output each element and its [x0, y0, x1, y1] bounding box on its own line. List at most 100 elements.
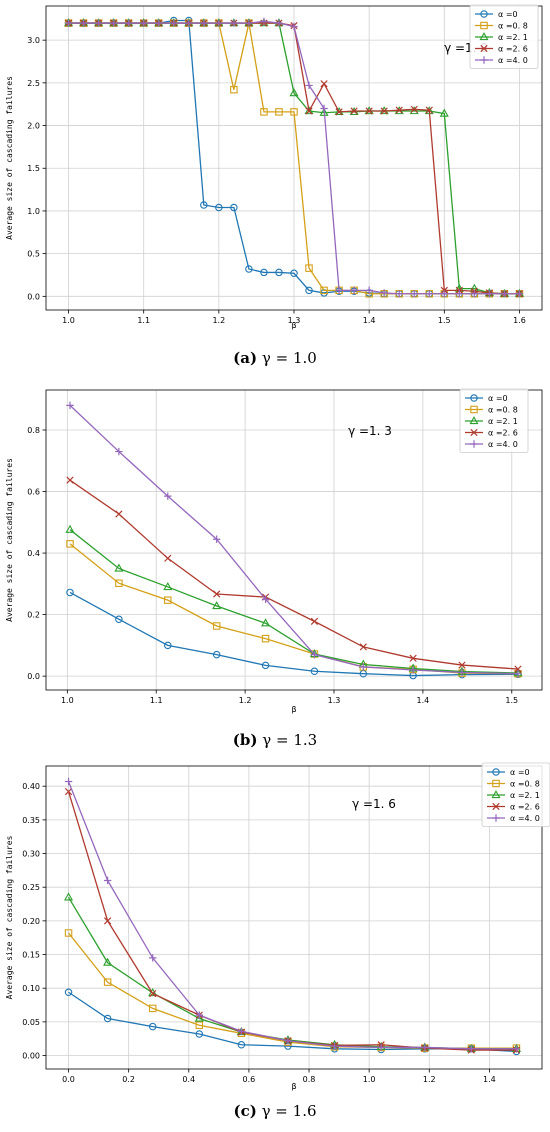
data-point — [290, 108, 298, 116]
data-point — [66, 588, 74, 597]
data-point — [365, 107, 373, 115]
data-point — [139, 19, 148, 27]
data-point — [66, 476, 74, 484]
data-point — [260, 108, 268, 116]
data-point — [200, 201, 208, 209]
data-point — [290, 269, 298, 278]
y-tick-label: 0.05 — [22, 1018, 40, 1027]
data-point — [237, 1027, 246, 1035]
caption-c-text: γ = 1.6 — [261, 1102, 317, 1120]
data-point — [64, 787, 73, 796]
x-tick-label: 1.4 — [363, 316, 376, 325]
data-point — [164, 492, 172, 500]
data-point — [284, 1037, 292, 1045]
grid — [46, 766, 542, 1069]
legend-marker — [470, 405, 478, 414]
x-tick-label: 1.5 — [505, 696, 518, 705]
chart-gamma-1-6: 0.0 0.2 0.4 0.6 0.8 1.0 1.2 1.4 0.00 0.05 0.10 0.15… — [5, 762, 550, 1091]
series-0 — [66, 588, 522, 680]
y-tick-label: 0.15 — [22, 951, 40, 960]
caption-c: (c) γ = 1.6 — [0, 1102, 550, 1120]
data-point — [350, 286, 358, 295]
legend-item: α =2. 6 — [487, 803, 540, 812]
data-point — [212, 535, 221, 543]
data-point — [515, 290, 524, 298]
data-point — [335, 286, 343, 295]
data-point — [305, 286, 313, 295]
legend: α =0 α =0. 8 α =2. 1 α =2. 6 α =4. 0 — [481, 762, 550, 827]
x-tick-label: 1.1 — [150, 696, 163, 705]
data-point — [305, 107, 313, 115]
series-line — [68, 932, 517, 1049]
legend-label: α =0 — [510, 768, 530, 777]
data-point — [275, 268, 283, 277]
x-tick-label: 0.2 — [122, 1075, 135, 1084]
legend-label: α =2. 6 — [498, 45, 528, 54]
legend-label: α =4. 0 — [498, 56, 528, 65]
legend-item: α =2. 1 — [487, 790, 540, 800]
x-tick-label: 1.5 — [438, 316, 451, 325]
data-point — [289, 88, 299, 97]
data-point — [115, 510, 123, 518]
data-point — [320, 286, 328, 295]
y-tick-label: 0.6 — [27, 488, 40, 497]
legend-item: α =4. 0 — [465, 440, 518, 449]
legend-marker — [470, 428, 478, 437]
gamma-annotation: γ =1. 3 — [348, 424, 392, 438]
data-point — [212, 601, 222, 610]
legend-marker — [492, 814, 500, 822]
tick-labels: 1.0 1.1 1.2 1.3 1.4 1.5 1.6 0.0 0.5 1.0 1.5 2.0 2.5 3… — [27, 36, 526, 325]
data-point — [170, 19, 178, 27]
data-point — [195, 1011, 204, 1019]
legend-item: α =2. 6 — [475, 45, 528, 54]
y-tick-label: 0.2 — [27, 611, 40, 620]
y-tick-label: 0.00 — [22, 1052, 40, 1061]
data-point — [425, 290, 433, 298]
data-point — [455, 290, 464, 298]
data-point — [458, 661, 466, 669]
data-point — [275, 19, 283, 27]
data-point — [467, 1045, 476, 1053]
legend-item: α =0. 8 — [475, 22, 528, 31]
legend-label: α =4. 0 — [488, 440, 518, 449]
data-point — [350, 107, 358, 115]
data-point — [149, 954, 157, 962]
plot-frame — [45, 765, 543, 1070]
x-tick-label: 1.4 — [483, 1075, 496, 1084]
x-tick-label: 1.3 — [328, 696, 341, 705]
data-point — [261, 634, 270, 643]
legend-marker — [469, 416, 479, 425]
data-point — [79, 19, 88, 27]
series-line — [69, 404, 519, 675]
gamma-annotation: γ =1. 6 — [352, 797, 396, 811]
data-point — [237, 1041, 246, 1049]
x-tick-label: 1.2 — [423, 1075, 436, 1084]
legend-item: α =0 — [487, 768, 530, 777]
data-point — [200, 19, 208, 27]
data-point — [310, 650, 319, 659]
data-point — [514, 669, 522, 678]
data-point — [260, 17, 268, 26]
series-1 — [66, 540, 522, 678]
x-tick-label: 1.6 — [513, 316, 526, 325]
data-point — [514, 665, 522, 673]
x-tick-label: 1.2 — [239, 696, 252, 705]
data-point — [245, 19, 253, 27]
data-point — [458, 668, 466, 677]
y-tick-label: 0.5 — [27, 250, 40, 259]
grid — [46, 6, 542, 310]
data-point — [425, 106, 433, 114]
series-1 — [64, 929, 521, 1052]
data-point — [66, 401, 74, 410]
data-point — [148, 1004, 157, 1013]
series-line — [69, 479, 519, 670]
data-point — [365, 286, 373, 295]
data-point — [470, 290, 479, 298]
data-point — [164, 641, 172, 650]
series-2 — [65, 524, 523, 677]
legend-label: α =2. 1 — [488, 417, 518, 426]
y-axis-label: Average size of cascading failures — [5, 76, 14, 240]
data-point — [395, 106, 403, 114]
legend-label: α =2. 1 — [498, 33, 528, 42]
data-point — [164, 554, 172, 562]
